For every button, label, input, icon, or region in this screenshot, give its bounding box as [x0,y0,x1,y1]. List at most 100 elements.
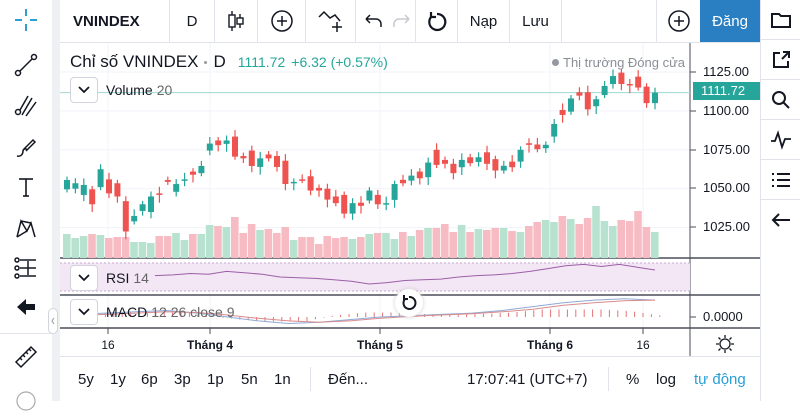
rsi-line [154,263,656,285]
redo-icon[interactable] [389,0,416,42]
trend-line-icon[interactable] [8,50,44,80]
candle-body [383,203,390,205]
range-1m[interactable]: 1p [207,371,224,388]
chart-area[interactable]: Chỉ số VNINDEX D 1111.72 +6.32 (+0.57%) … [60,43,760,356]
volume-bar [373,233,382,258]
range-3m[interactable]: 3p [174,371,191,388]
candle-body [181,179,188,181]
percent-toggle[interactable]: % [626,371,640,388]
volume-bar [264,229,273,258]
volume-bar [189,234,197,258]
range-1d[interactable]: 1n [274,371,291,388]
save-button[interactable]: Lưu [510,0,562,42]
toolbar-spacer [562,0,657,42]
candles-icon[interactable] [215,0,258,42]
measure-icon[interactable] [8,253,44,283]
candlestick-chart[interactable] [60,43,760,356]
candle-body [139,204,146,211]
volume-bar [441,224,449,258]
candle-body [274,156,280,167]
volume-bar [214,226,222,258]
legend-dot [204,60,208,64]
candle-body [584,92,591,110]
range-5y[interactable]: 5y [78,371,94,388]
interval-button[interactable]: D [170,0,215,42]
volume-bar [474,229,483,258]
candle-body [425,162,432,178]
indicators-icon[interactable] [306,0,356,42]
clock: 17:07:41 (UTC+7) [467,371,588,388]
rsi-param: 14 [133,270,149,286]
chevron-down-icon[interactable] [70,265,98,291]
volume-bar [348,239,357,258]
pitchfork-icon[interactable] [8,90,44,120]
volume-bar [163,236,172,258]
volume-bar [382,233,390,258]
volume-bar [289,240,298,258]
candle-body [400,179,406,184]
volume-bar [583,218,592,258]
list-icon[interactable] [761,160,800,200]
add-compare-icon[interactable] [258,0,306,42]
legend-title: Chỉ số VNINDEX [70,52,199,71]
settings-sun-icon[interactable] [715,334,735,359]
candle-body [282,160,289,185]
volume-bar [483,230,491,258]
candle-body [450,163,457,174]
candle-body [198,165,205,174]
range-5d[interactable]: 5n [241,371,258,388]
volume-bar [651,232,659,258]
collapse-handle[interactable] [48,308,58,334]
search-icon[interactable] [761,80,800,120]
candle-body [265,154,272,159]
hide-toolbar-arrow-icon[interactable] [8,292,44,322]
volume-bar [331,238,340,258]
publish-button[interactable]: Đăng [700,0,760,42]
candle-body [215,140,222,146]
goto-date-button[interactable]: Đến... [328,371,369,388]
add-icon[interactable] [657,0,700,42]
volume-bar [609,226,617,258]
candle-body [568,98,574,112]
volume-bar [79,236,88,258]
candle-body [240,156,247,159]
candle-body [148,196,154,213]
reset-scale-icon[interactable] [395,289,423,317]
range-1y[interactable]: 1y [110,371,126,388]
folder-icon[interactable] [761,0,800,40]
volume-bar [567,219,575,258]
volume-bar [239,233,247,258]
candle-body [299,179,306,181]
volume-bar [130,242,138,258]
candle-body [467,157,474,164]
log-toggle[interactable]: log [656,371,677,388]
symbol-search-button[interactable]: VNINDEX [60,0,170,42]
price-tick: 1125.00 [703,64,750,79]
crosshair-icon[interactable] [8,5,44,35]
reset-icon[interactable] [416,0,458,42]
auto-scale-toggle[interactable]: tự động [694,371,746,388]
popout-icon[interactable] [761,40,800,80]
load-button[interactable]: Nạp [458,0,510,42]
candle-body [626,83,633,86]
divider [0,333,52,334]
volume-bar [88,234,96,258]
pattern-icon[interactable] [8,213,44,243]
candle-body [290,181,297,184]
ruler-icon[interactable] [8,342,44,372]
range-6m[interactable]: 6p [141,371,158,388]
candle-body [416,171,423,179]
arrow-left-icon[interactable] [761,200,800,240]
brush-icon[interactable] [8,133,44,163]
candle-body [106,179,112,194]
candle-body [652,92,658,104]
chevron-down-icon[interactable] [70,77,98,103]
chevron-down-icon[interactable] [70,299,98,325]
zoom-icon[interactable] [8,384,44,414]
volume-bar [256,230,264,258]
pulse-icon[interactable] [761,120,800,160]
volume-bar [575,224,583,258]
undo-icon[interactable] [356,0,389,42]
text-icon[interactable] [8,172,44,202]
last-price-tag: 1111.72 [693,82,760,100]
